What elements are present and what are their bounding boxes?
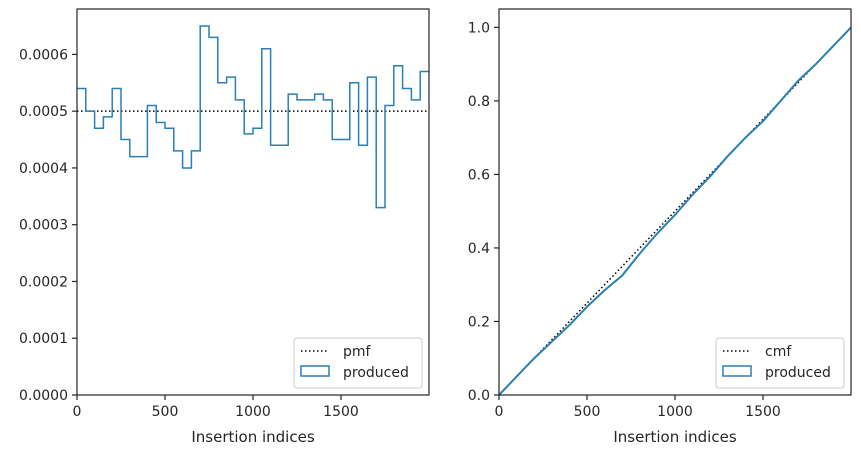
left-plot-area (77, 25, 429, 209)
left-y-tick-label: 0.0002 (19, 274, 68, 290)
right-chart: 0 500 1000 1500 0.0 0.2 0.4 0.6 0.8 1.0 Insertion… (468, 8, 852, 446)
left-legend-pmf-label: pmf (343, 344, 372, 360)
right-x-tick-label: 1500 (745, 404, 781, 420)
left-y-tick-label: 0.0001 (19, 331, 68, 347)
left-series-produced (77, 25, 429, 209)
right-y-tick-label: 0.6 (468, 167, 490, 183)
right-x-axis-label: Insertion indices (613, 428, 736, 446)
left-x-tick-label: 500 (152, 404, 179, 420)
right-x-tick-label: 0 (495, 404, 504, 420)
right-x-tick-label: 1000 (657, 404, 693, 420)
left-legend-produced-label: produced (343, 365, 409, 381)
left-legend-produced-swatch (300, 365, 330, 377)
left-y-tick-label: 0.0000 (19, 388, 68, 404)
right-x-tick-label: 500 (574, 404, 601, 420)
right-series-produced (498, 26, 852, 396)
left-axis-ticks: 0 500 1000 1500 0.0000 0.0001 0.0002 0.0003 0.00… (19, 47, 359, 420)
right-legend-produced-label: produced (765, 365, 831, 381)
left-x-tick-label: 1500 (323, 404, 359, 420)
left-legend: pmf produced (293, 337, 423, 389)
right-axes-frame (498, 8, 852, 396)
right-y-tick-label: 0.8 (468, 94, 490, 110)
left-y-tick-label: 0.0005 (19, 104, 68, 120)
right-y-tick-label: 0.2 (468, 314, 490, 330)
right-y-tick-label: 1.0 (468, 20, 490, 36)
left-axes-frame (76, 8, 430, 396)
right-axis-ticks: 0 500 1000 1500 0.0 0.2 0.4 0.6 0.8 1.0 (468, 20, 781, 420)
left-y-tick-label: 0.0003 (19, 218, 68, 234)
right-legend: cmf produced (715, 337, 845, 389)
left-x-tick-label: 0 (73, 404, 82, 420)
right-legend-cmf-label: cmf (765, 344, 792, 360)
right-legend-produced-swatch (722, 365, 752, 377)
left-y-tick-label: 0.0004 (19, 161, 68, 177)
right-y-tick-label: 0.0 (468, 388, 490, 404)
left-chart: 0 500 1000 1500 0.0000 0.0001 0.0002 0.0003 0.00… (19, 8, 430, 446)
right-plot-area (498, 26, 852, 396)
left-x-axis-label: Insertion indices (191, 428, 314, 446)
right-y-tick-label: 0.4 (468, 241, 490, 257)
left-x-tick-label: 1000 (235, 404, 271, 420)
left-y-tick-label: 0.0006 (19, 47, 68, 63)
